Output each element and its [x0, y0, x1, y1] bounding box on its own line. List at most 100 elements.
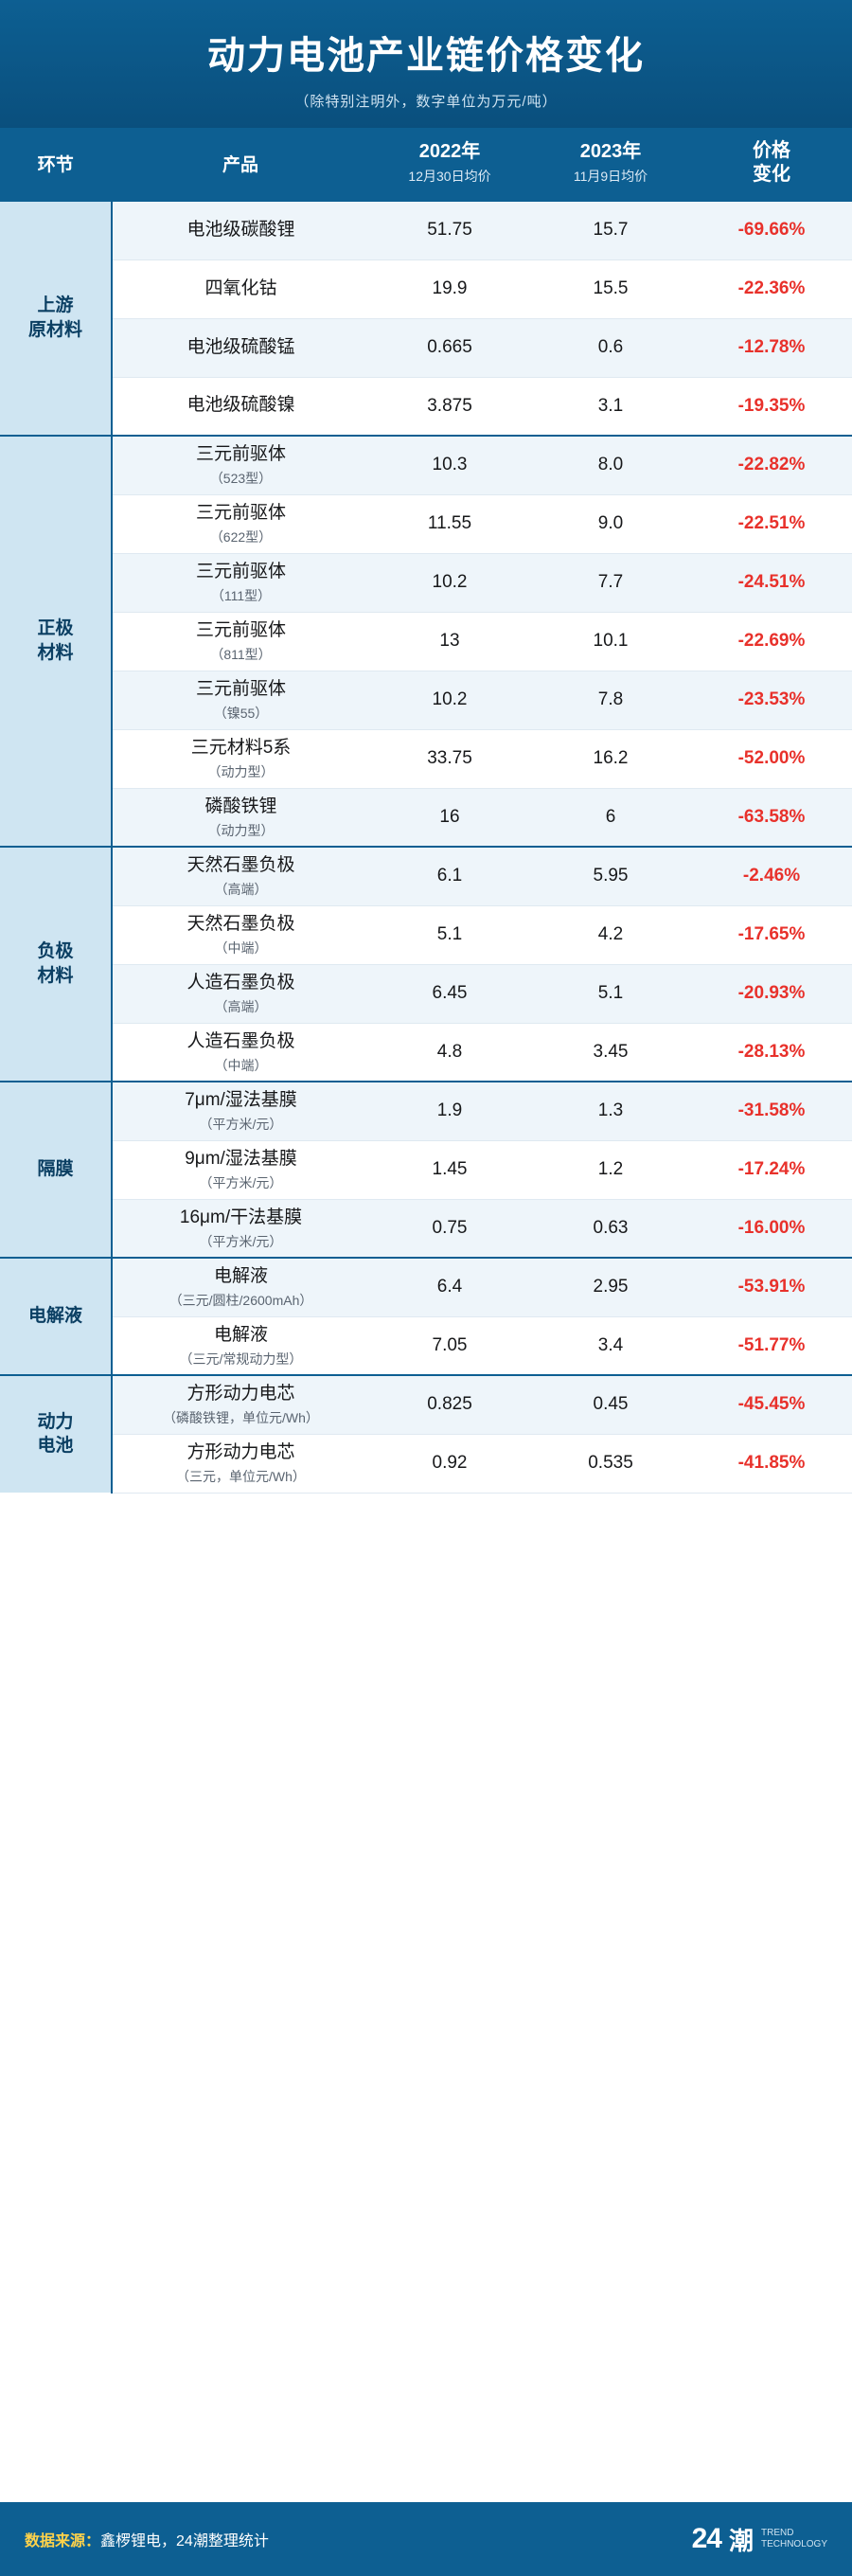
column-header-2022: 2022年 12月30日均价	[369, 128, 531, 201]
table-row: 三元前驱体 （镍55） 10.2 7.8 -23.53%	[0, 671, 852, 730]
product-note: （动力型）	[207, 822, 275, 838]
product-note: （三元/圆柱/2600mAh）	[169, 1293, 313, 1308]
price-change-cell: -41.85%	[691, 1434, 852, 1494]
column-header-change-line2: 变化	[753, 164, 790, 185]
page-title: 动力电池产业链价格变化	[207, 35, 645, 77]
price-2023-cell: 0.63	[530, 1199, 691, 1259]
price-2022-cell: 11.55	[369, 494, 530, 554]
source-note: 数据来源：鑫椤锂电，24潮整理统计	[25, 2528, 269, 2550]
product-name: 三元前驱体	[195, 503, 286, 524]
table-row: 三元前驱体 （622型） 11.55 9.0 -22.51%	[0, 494, 852, 554]
column-header-change: 价格 变化	[691, 128, 852, 201]
product-note: （高端）	[214, 882, 268, 897]
price-2022-cell: 0.825	[369, 1374, 530, 1435]
logo-number: 24	[691, 2523, 722, 2554]
segment-label: 电池	[37, 1436, 74, 1457]
table-row: 电池级硫酸锰 0.665 0.6 -12.78%	[0, 318, 852, 378]
price-2022-cell: 1.45	[369, 1140, 530, 1200]
product-cell: 天然石墨负极 （中端）	[112, 905, 369, 965]
product-cell: 三元前驱体 （622型）	[112, 494, 369, 554]
segment-cell: 上游 原材料	[0, 200, 113, 437]
price-2023-cell: 15.7	[530, 200, 691, 260]
product-name: 人造石墨负极	[186, 1030, 295, 1051]
price-2023-cell: 1.2	[530, 1140, 691, 1200]
price-2022-cell: 0.92	[369, 1434, 530, 1494]
product-cell: 人造石墨负极 （中端）	[112, 1023, 369, 1082]
product-name: 三元前驱体	[195, 444, 286, 465]
price-change-cell: -45.45%	[691, 1374, 852, 1435]
price-2023-cell: 7.8	[530, 671, 691, 730]
product-cell: 四氧化钴	[112, 259, 369, 319]
product-name: 三元前驱体	[195, 620, 286, 641]
product-name: 方形动力电芯	[186, 1384, 295, 1404]
price-2023-cell: 2.95	[530, 1257, 691, 1317]
price-change-cell: -22.36%	[691, 259, 852, 319]
price-2022-cell: 5.1	[369, 905, 530, 965]
product-cell: 磷酸铁锂 （动力型）	[112, 788, 369, 848]
table-row: 隔膜 7μm/湿法基膜 （平方米/元） 1.9 1.3 -31.58%	[0, 1081, 852, 1259]
product-name: 人造石墨负极	[186, 973, 295, 993]
logo-cn: 潮	[728, 2526, 754, 2555]
product-name: 天然石墨负极	[186, 914, 295, 935]
table-row: 四氧化钴 19.9 15.5 -22.36%	[0, 259, 852, 319]
price-2022-cell: 0.665	[369, 318, 530, 378]
price-2022-cell: 13	[369, 612, 530, 671]
table-row: 天然石墨负极 （中端） 5.1 4.2 -17.65%	[0, 905, 852, 965]
product-cell: 9μm/湿法基膜 （平方米/元）	[112, 1140, 369, 1200]
product-cell: 三元前驱体 （523型）	[112, 435, 369, 495]
product-note: （平方米/元）	[199, 1117, 283, 1132]
product-name: 磷酸铁锂	[204, 796, 277, 816]
brand-logo: 24 潮 TREND TECHNOLOGY	[692, 2522, 827, 2557]
price-change-cell: -24.51%	[691, 553, 852, 613]
product-cell: 方形动力电芯 （磷酸铁锂，单位元/Wh）	[112, 1374, 369, 1435]
column-header-2022-main: 2022年	[418, 141, 481, 162]
table-row: 方形动力电芯 （三元，单位元/Wh） 0.92 0.535 -41.85%	[0, 1434, 852, 1494]
price-change-cell: -63.58%	[691, 788, 852, 848]
product-note: （111型）	[210, 587, 272, 603]
product-cell: 三元材料5系 （动力型）	[112, 729, 369, 789]
table-row: 16μm/干法基膜 （平方米/元） 0.75 0.63 -16.00%	[0, 1199, 852, 1259]
product-note: （动力型）	[207, 763, 275, 779]
price-2023-cell: 3.45	[530, 1023, 691, 1082]
column-header-segment: 环节	[0, 128, 113, 201]
segment-label: 原材料	[27, 320, 82, 340]
price-change-cell: -22.82%	[691, 435, 852, 495]
price-2022-cell: 6.45	[369, 964, 530, 1024]
price-2023-cell: 5.1	[530, 964, 691, 1024]
product-name: 16μm/干法基膜	[179, 1207, 303, 1227]
table-row: 磷酸铁锂 （动力型） 16 6 -63.58%	[0, 788, 852, 848]
price-table: 环节 产品 2022年 12月30日均价 2023年 11月9日均价 价格 变化…	[0, 128, 852, 1494]
product-name: 电池级碳酸锂	[186, 219, 295, 240]
product-name: 电解液	[213, 1266, 268, 1287]
price-2022-cell: 51.75	[369, 200, 530, 260]
price-2023-cell: 0.535	[530, 1434, 691, 1494]
product-name: 电池级硫酸镍	[186, 395, 295, 416]
segment-label: 负极	[37, 941, 74, 962]
product-name: 7μm/湿法基膜	[185, 1090, 297, 1111]
price-2023-cell: 0.45	[530, 1374, 691, 1435]
price-2022-cell: 1.9	[369, 1081, 530, 1141]
product-name: 三元材料5系	[190, 738, 292, 759]
price-2023-cell: 1.3	[530, 1081, 691, 1141]
segment-label: 电解液	[27, 1306, 82, 1327]
price-change-cell: -20.93%	[691, 964, 852, 1024]
product-cell: 方形动力电芯 （三元，单位元/Wh）	[112, 1434, 369, 1494]
price-change-cell: -31.58%	[691, 1081, 852, 1141]
source-text: 鑫椤锂电，24潮整理统计	[100, 2533, 269, 2549]
table-row: 三元前驱体 （811型） 13 10.1 -22.69%	[0, 612, 852, 671]
table-row: 负极 材料 天然石墨负极 （高端） 6.1 5.95 -2.46%	[0, 846, 852, 1082]
product-cell: 天然石墨负极 （高端）	[112, 846, 369, 906]
product-cell: 电解液 （三元/常规动力型）	[112, 1316, 369, 1376]
product-note: （622型）	[209, 528, 273, 545]
product-note: （高端）	[214, 998, 268, 1014]
price-change-cell: -12.78%	[691, 318, 852, 378]
product-name: 电解液	[213, 1324, 268, 1345]
price-2023-cell: 9.0	[530, 494, 691, 554]
product-note: （三元，单位元/Wh）	[176, 1468, 306, 1484]
product-cell: 电解液 （三元/圆柱/2600mAh）	[112, 1257, 369, 1317]
product-note: （中端）	[214, 939, 268, 956]
product-cell: 三元前驱体 （镍55）	[112, 671, 369, 730]
product-name: 天然石墨负极	[186, 855, 295, 876]
table-row: 人造石墨负极 （中端） 4.8 3.45 -28.13%	[0, 1023, 852, 1082]
product-note: （中端）	[214, 1057, 268, 1073]
